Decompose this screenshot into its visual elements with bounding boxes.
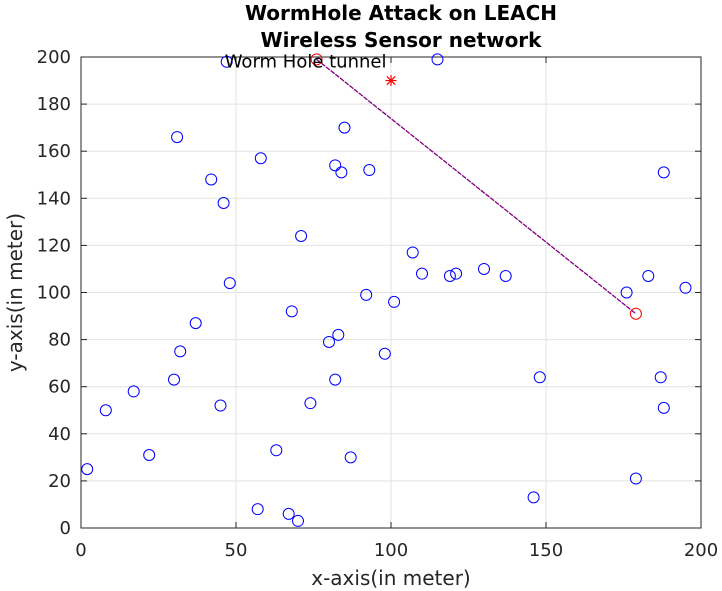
sensor-node (292, 514, 304, 527)
sensor-node (642, 270, 655, 283)
sensor-node (657, 166, 670, 179)
sensor-node (127, 385, 140, 398)
sensor-node (406, 246, 419, 259)
y-tick-label: 180 (37, 94, 71, 115)
sensor-node (217, 197, 230, 210)
y-tick-label: 140 (37, 188, 71, 209)
chart-title: WormHole Attack on LEACH Wireless Sensor … (245, 1, 557, 52)
y-tick-label: 160 (37, 141, 71, 162)
sensor-node (416, 267, 428, 280)
base-station-marker (385, 75, 397, 87)
sensor-node (332, 328, 345, 341)
sensor-node (251, 503, 264, 516)
tunnel-start-node (310, 53, 323, 66)
y-tick-label: 120 (37, 235, 71, 256)
sensor-node (388, 295, 401, 308)
sensor-node (168, 373, 180, 386)
sensor-node (254, 152, 267, 165)
sensor-node (189, 317, 202, 330)
x-tick-label: 150 (529, 540, 563, 561)
y-tick-label: 20 (48, 471, 71, 492)
y-tick-label: 80 (48, 330, 71, 351)
sensor-nodes (81, 53, 692, 527)
x-tick-label: 200 (684, 540, 718, 561)
sensor-node (499, 270, 512, 283)
chart-title-line: Wireless Sensor network (261, 28, 543, 52)
sensor-node (295, 229, 308, 242)
x-tick-label: 0 (75, 540, 86, 561)
sensor-node (629, 472, 642, 485)
grid (80, 56, 702, 529)
sensor-node (214, 399, 227, 412)
base-station (385, 75, 397, 87)
y-tick-label: 0 (60, 518, 71, 539)
sensor-node (174, 345, 187, 358)
sensor-node (329, 159, 342, 172)
sensor-node (360, 288, 373, 301)
sensor-node (679, 281, 692, 294)
sensor-node (323, 335, 335, 348)
sensor-node (99, 404, 112, 417)
x-axis-ticks: 0 50 100 150 200 (75, 57, 718, 561)
tunnel-end-node (629, 307, 642, 320)
y-axis-label: y-axis(in meter) (3, 213, 27, 372)
sensor-node (282, 507, 295, 520)
tunnel-annotation: Worm Hole tunnel (225, 52, 387, 73)
x-axis-label: x-axis(in meter) (311, 566, 470, 590)
x-tick-label: 50 (225, 540, 248, 561)
sensor-node (378, 347, 391, 360)
sensor-node (81, 463, 94, 476)
y-tick-label: 60 (48, 377, 71, 398)
base-station-stroke (386, 76, 396, 86)
y-tick-label: 100 (37, 283, 71, 304)
sensor-node (220, 55, 233, 68)
sensor-node (657, 401, 670, 414)
sensor-node (344, 451, 357, 464)
sensor-node (143, 448, 156, 461)
sensor-node (338, 121, 351, 134)
sensor-node (443, 270, 456, 283)
sensor-node (620, 286, 633, 299)
sensor-node (533, 371, 546, 384)
sensor-node (205, 173, 218, 186)
sensor-node (304, 397, 317, 410)
y-tick-label: 40 (48, 424, 71, 445)
sensor-node (527, 491, 540, 504)
tunnel-line (316, 58, 637, 315)
sensor-node (285, 305, 298, 318)
chart-title-line: WormHole Attack on LEACH (245, 1, 557, 25)
y-tick-label: 200 (37, 47, 71, 68)
sensor-node (450, 267, 463, 280)
sensor-node (270, 444, 283, 457)
sensor-node (431, 53, 444, 66)
sensor-node (478, 262, 490, 275)
sensor-node (171, 131, 184, 144)
sensor-node (223, 277, 236, 290)
sensor-node (329, 373, 342, 386)
sensor-node (363, 164, 376, 177)
sensor-node (654, 371, 667, 384)
x-tick-label: 100 (374, 540, 408, 561)
wormhole-tunnel (310, 53, 642, 320)
sensor-node (335, 166, 348, 179)
y-axis-ticks: 0 20 40 60 80 100 120 140 160 180 200 (37, 47, 701, 539)
